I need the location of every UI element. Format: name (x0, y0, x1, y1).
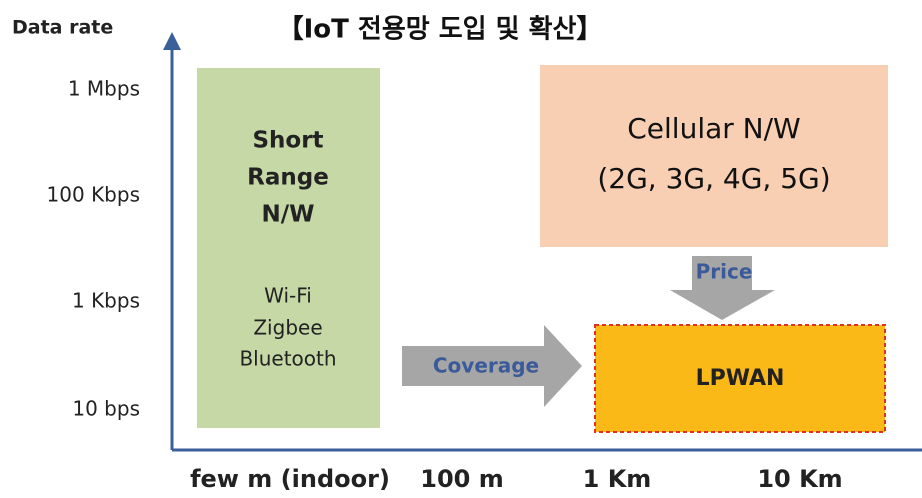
x-tick-label: 100 m (420, 465, 503, 493)
title: 【IoT 전용망 도입 및 확산】 (278, 15, 603, 45)
y-tick-label: 100 Kbps (47, 183, 140, 207)
y-tick-label: 1 Mbps (68, 77, 140, 101)
y-tick-label: 10 bps (72, 397, 140, 421)
x-tick-label: few m (indoor) (190, 465, 390, 493)
short-range-item: Bluetooth (239, 347, 336, 371)
cellular-label: Cellular N/W (627, 112, 801, 145)
lpwan-label: LPWAN (696, 366, 785, 391)
short-range-title: Short (252, 128, 323, 154)
y-axis-arrow (163, 32, 181, 50)
short-range-box (197, 68, 380, 428)
y-tick-label: 1 Kbps (72, 289, 140, 313)
y-axis-label: Data rate (12, 17, 113, 39)
price-arrow (670, 256, 775, 320)
short-range-title: N/W (261, 202, 314, 228)
short-range-title: Range (247, 165, 329, 191)
x-tick-label: 1 Km (583, 465, 652, 493)
price-label: Price (696, 260, 753, 284)
lpwan-box (594, 324, 886, 433)
short-range-item: Wi-Fi (264, 284, 312, 308)
x-tick-label: 10 Km (757, 465, 842, 493)
cellular-label: (2G, 3G, 4G, 5G) (597, 162, 830, 195)
coverage-arrow (402, 325, 582, 407)
short-range-item: Zigbee (253, 316, 322, 340)
coverage-label: Coverage (433, 354, 539, 378)
cellular-box (540, 65, 888, 247)
